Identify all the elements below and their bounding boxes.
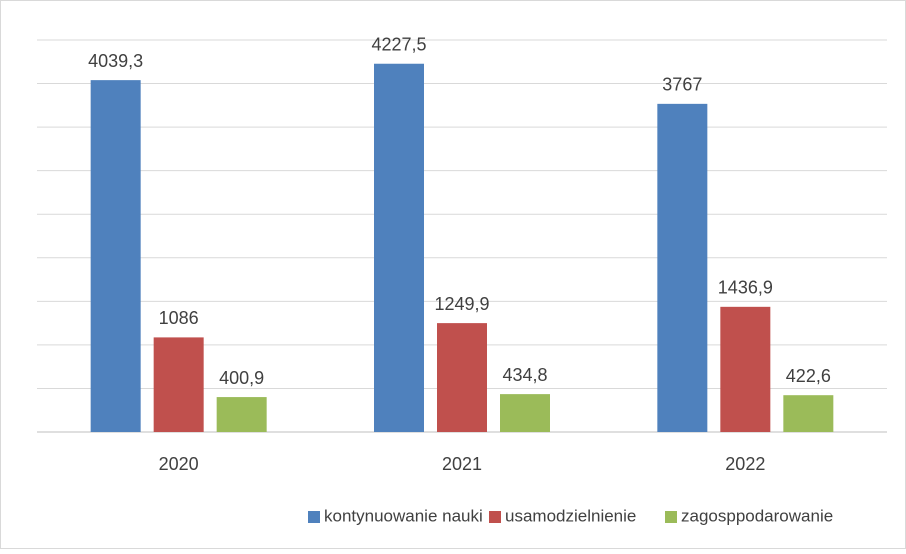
bar: [374, 63, 424, 432]
data-label: 1086: [159, 308, 199, 328]
bar: [437, 323, 487, 432]
legend-swatch: [489, 511, 501, 523]
legend-label: usamodzielnienie: [505, 506, 636, 525]
data-label: 422,6: [786, 366, 831, 386]
x-tick-label: 2020: [159, 454, 199, 474]
bar: [90, 80, 141, 433]
legend-swatch: [665, 511, 677, 523]
data-label: 4227,5: [371, 34, 426, 54]
legend-label: kontynuowanie nauki: [324, 506, 483, 525]
legend-label: zagosppodarowanie: [681, 506, 833, 525]
data-label: 434,8: [502, 365, 547, 385]
bar: [657, 103, 708, 432]
data-label: 400,9: [219, 368, 264, 388]
bar: [500, 394, 550, 432]
data-label: 1436,9: [718, 278, 773, 298]
legend-swatch: [308, 511, 320, 523]
data-label: 4039,3: [88, 51, 143, 71]
bar: [216, 397, 267, 432]
data-label: 1249,9: [434, 294, 489, 314]
data-label: 3767: [662, 75, 702, 95]
bar: [153, 337, 204, 432]
x-tick-label: 2021: [442, 454, 482, 474]
bar: [720, 306, 771, 432]
x-tick-label: 2022: [725, 454, 765, 474]
bar: [783, 395, 834, 432]
